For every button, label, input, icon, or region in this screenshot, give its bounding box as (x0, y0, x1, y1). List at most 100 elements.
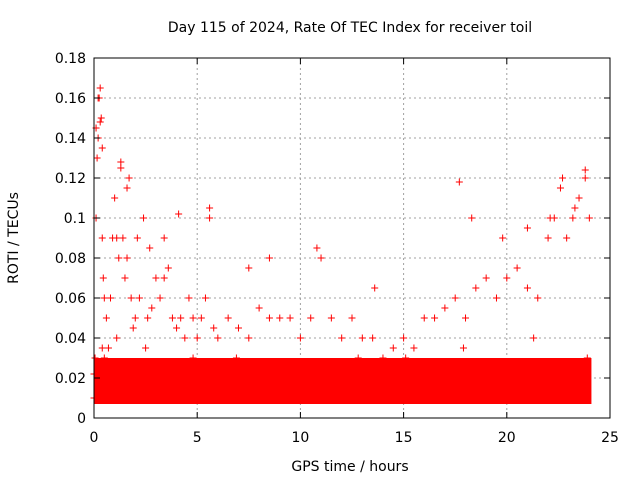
data-point (91, 354, 99, 362)
data-point (121, 274, 129, 282)
data-point (546, 214, 554, 222)
data-point (296, 334, 304, 342)
data-point (402, 354, 410, 362)
y-tick-label: 0.16 (55, 91, 86, 107)
data-point (197, 314, 205, 322)
data-point (119, 234, 127, 242)
data-point (342, 390, 350, 398)
data-point (581, 166, 589, 174)
data-point (224, 314, 232, 322)
data-point (447, 384, 455, 392)
data-point (96, 364, 104, 372)
data-point (379, 354, 387, 362)
data-point (455, 178, 463, 186)
data-point (206, 214, 214, 222)
data-point (581, 174, 589, 182)
data-point (420, 370, 428, 378)
data-point (565, 364, 573, 372)
data-point (468, 214, 476, 222)
data-point (175, 210, 183, 218)
data-point (206, 204, 214, 212)
data-point (98, 234, 106, 242)
data-point (177, 314, 185, 322)
data-point (377, 394, 385, 402)
data-point (164, 394, 172, 402)
data-point (327, 374, 335, 382)
data-point (559, 174, 567, 182)
data-point (189, 314, 197, 322)
data-point (583, 354, 591, 362)
data-point (224, 374, 232, 382)
data-point (146, 244, 154, 252)
y-tick-label: 0.08 (55, 251, 86, 267)
data-point (100, 294, 108, 302)
grid-lines (94, 58, 610, 418)
y-tick-label: 0.06 (55, 291, 86, 307)
data-point (371, 284, 379, 292)
chart-title: Day 115 of 2024, Rate Of TEC Index for r… (168, 20, 532, 36)
data-point (104, 390, 112, 398)
data-point (569, 214, 577, 222)
data-point (571, 204, 579, 212)
data-point (168, 314, 176, 322)
data-point (148, 304, 156, 312)
data-point (563, 234, 571, 242)
data-points (90, 84, 593, 402)
data-point (530, 334, 538, 342)
data-point (400, 334, 408, 342)
data-point (111, 194, 119, 202)
data-point (214, 334, 222, 342)
data-point (274, 390, 282, 398)
data-point (265, 254, 273, 262)
data-point (115, 254, 123, 262)
data-point (100, 354, 108, 362)
data-point (265, 314, 273, 322)
data-point (544, 370, 552, 378)
data-point (354, 354, 362, 362)
data-point (173, 324, 181, 332)
data-point (135, 294, 143, 302)
data-point (585, 214, 593, 222)
data-point (185, 294, 193, 302)
data-point (98, 344, 106, 352)
data-point (420, 314, 428, 322)
data-point (358, 334, 366, 342)
data-point (503, 274, 511, 282)
data-point (164, 264, 172, 272)
y-tick-label: 0.12 (55, 171, 86, 187)
data-point (156, 294, 164, 302)
y-tick-label: 0.18 (55, 51, 86, 67)
data-point (459, 344, 467, 352)
data-point (199, 390, 207, 398)
data-point (482, 274, 490, 282)
data-point (201, 294, 209, 302)
data-point (286, 314, 294, 322)
dense-data-band (94, 358, 592, 404)
y-tick-label: 0 (77, 411, 86, 427)
y-tick-label: 0.14 (55, 131, 86, 147)
data-point (96, 84, 104, 92)
data-point (104, 344, 112, 352)
data-point (232, 354, 240, 362)
data-point (117, 158, 125, 166)
data-point (113, 234, 121, 242)
data-point (98, 144, 106, 152)
data-point (144, 314, 152, 322)
axis-ticks (93, 57, 611, 419)
data-point (245, 334, 253, 342)
data-point (499, 234, 507, 242)
data-point (523, 284, 531, 292)
data-point (507, 374, 515, 382)
data-point (478, 364, 486, 372)
data-point (123, 254, 131, 262)
y-tick-label: 0.02 (55, 371, 86, 387)
data-point (239, 394, 247, 402)
y-tick-label: 0.04 (55, 331, 86, 347)
data-point (517, 394, 525, 402)
data-point (245, 264, 253, 272)
data-point (160, 274, 168, 282)
data-point (193, 334, 201, 342)
data-point (97, 114, 105, 122)
data-point (389, 344, 397, 352)
